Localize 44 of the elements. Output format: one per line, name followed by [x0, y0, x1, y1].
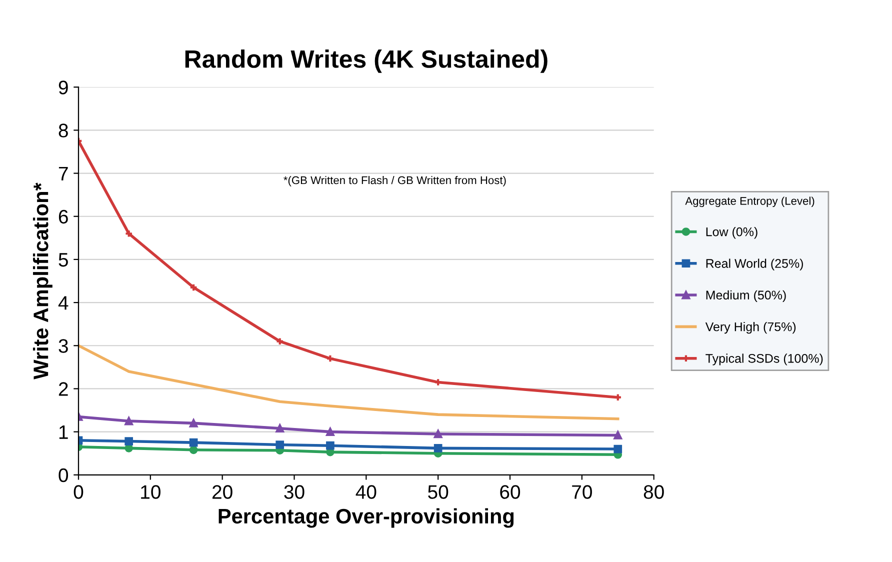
y-tick-label: 5 — [58, 253, 68, 267]
x-axis-title: Percentage Over-provisioning — [218, 508, 514, 528]
y-tick-label: 8 — [58, 124, 68, 138]
x-tick-label: 70 — [572, 485, 592, 499]
legend-label: Very High (75%) — [705, 322, 796, 334]
point — [189, 438, 198, 447]
x-tick-label: 50 — [428, 485, 448, 499]
y-tick-label: 9 — [58, 80, 68, 94]
legend-title: Aggregate Entropy (Level) — [685, 196, 814, 208]
point — [326, 441, 334, 450]
point — [124, 416, 134, 426]
y-tick-label: 1 — [59, 425, 68, 439]
point — [124, 437, 134, 446]
point — [189, 446, 198, 454]
y-tick-label: 6 — [58, 210, 68, 224]
x-tick-label: 80 — [644, 485, 664, 499]
y-tick-label: 2 — [58, 382, 68, 396]
point — [276, 424, 284, 433]
legend-label: Medium (50%) — [706, 290, 786, 302]
y-tick-label: 7 — [58, 166, 68, 180]
line-series — [78, 344, 620, 420]
x-tick-label: 10 — [141, 485, 160, 499]
point — [434, 444, 442, 452]
y-tick-label: 4 — [58, 296, 68, 310]
point — [434, 430, 442, 438]
legend-label: Real World (25%) — [706, 258, 803, 270]
x-tick-label: 0 — [74, 485, 84, 499]
chart-title: Random Writes (4K Sustained) — [185, 50, 548, 73]
y-axis-title: Write Amplification* — [32, 182, 52, 380]
legend-label: Typical SSDs (100%) — [706, 354, 823, 366]
point — [614, 444, 622, 454]
point — [276, 440, 284, 449]
x-tick-label: 60 — [500, 485, 520, 499]
point — [189, 283, 198, 292]
annotation: *(GB Written to Flash / GB Written from Host) — [284, 176, 506, 186]
point — [326, 354, 334, 363]
y-tick-label: 3 — [58, 339, 68, 353]
point — [326, 428, 334, 436]
x-tick-label: 30 — [284, 485, 304, 499]
legend-label: Low (0%) — [706, 227, 758, 239]
point — [434, 378, 442, 386]
x-tick-label: 40 — [356, 485, 376, 499]
y-tick-label: 0 — [58, 468, 68, 482]
x-tick-label: 20 — [212, 485, 232, 499]
